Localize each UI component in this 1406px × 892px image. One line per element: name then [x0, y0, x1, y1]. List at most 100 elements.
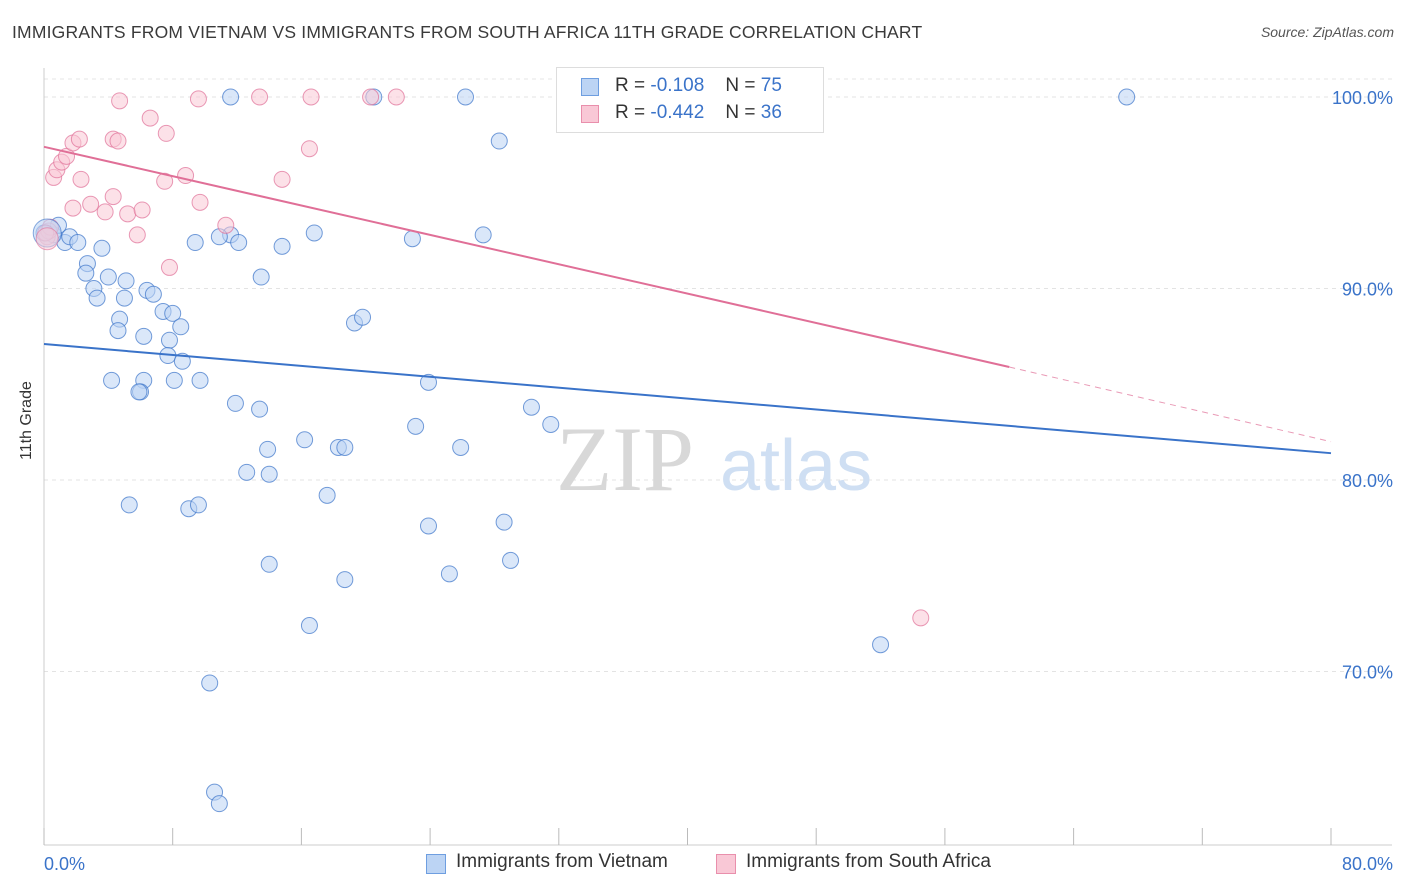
point-vietnam — [130, 383, 148, 401]
point-vietnam — [77, 264, 95, 282]
point-vietnam — [172, 318, 190, 336]
points-layer — [32, 88, 1136, 813]
point-vietnam — [474, 226, 492, 244]
point-south-africa — [912, 609, 930, 627]
point-vietnam — [226, 394, 244, 412]
point-vietnam — [354, 308, 372, 326]
point-south-africa — [72, 170, 90, 188]
point-vietnam — [273, 237, 291, 255]
grid-layer — [44, 78, 1392, 672]
bottom-legend-label-vietnam: Immigrants from Vietnam — [456, 851, 668, 872]
point-vietnam — [115, 289, 133, 307]
point-vietnam — [872, 636, 890, 654]
point-south-africa — [128, 226, 146, 244]
point-vietnam — [99, 268, 117, 286]
point-south-africa — [273, 170, 291, 188]
point-south-africa — [133, 201, 151, 219]
point-vietnam — [452, 438, 470, 456]
point-vietnam — [260, 555, 278, 573]
point-vietnam — [230, 234, 248, 252]
point-south-africa — [300, 140, 318, 158]
legend-n-value-south-africa: 36 — [760, 102, 782, 123]
point-vietnam — [336, 438, 354, 456]
legend-r-label: R = — [615, 75, 646, 96]
point-vietnam — [260, 465, 278, 483]
bottom-legend-label-south-africa: Immigrants from South Africa — [746, 851, 991, 872]
y-tick-label: 80.0% — [1342, 471, 1393, 491]
trendline-south-africa — [43, 145, 1010, 368]
point-south-africa — [119, 205, 137, 223]
point-vietnam — [407, 417, 425, 435]
point-vietnam — [252, 268, 270, 286]
point-vietnam — [502, 551, 520, 569]
point-vietnam — [117, 272, 135, 290]
y-tick-label: 70.0% — [1342, 663, 1393, 683]
point-vietnam — [144, 285, 162, 303]
point-vietnam — [103, 371, 121, 389]
x-tick-label: 0.0% — [44, 854, 85, 874]
legend-r-label: R = — [615, 102, 646, 123]
legend-swatch-south-africa — [581, 105, 599, 123]
axis-layer — [43, 68, 1392, 846]
point-vietnam — [490, 132, 508, 150]
bottom-legend-swatch-vietnam — [426, 854, 446, 874]
point-south-africa — [104, 188, 122, 206]
point-vietnam — [186, 234, 204, 252]
point-vietnam — [419, 517, 437, 535]
point-south-africa — [387, 88, 405, 106]
legend-n-label: N = — [725, 75, 756, 96]
point-vietnam — [336, 571, 354, 589]
point-vietnam — [495, 513, 513, 531]
point-south-africa — [96, 203, 114, 221]
point-south-africa — [251, 88, 269, 106]
point-vietnam — [542, 415, 560, 433]
y-tick-label: 100.0% — [1332, 88, 1393, 108]
point-vietnam — [164, 304, 182, 322]
point-south-africa — [160, 258, 178, 276]
point-south-africa-cluster — [35, 227, 59, 251]
watermark: ZIP atlas — [556, 408, 872, 510]
point-vietnam — [69, 234, 87, 252]
point-vietnam — [109, 322, 127, 340]
point-vietnam — [259, 440, 277, 458]
point-vietnam — [419, 373, 437, 391]
tick-label-layer: 100.0% 90.0% 80.0% 70.0% 0.0% 80.0% — [44, 88, 1393, 874]
legend-n-value-vietnam: 75 — [760, 75, 782, 96]
point-south-africa — [82, 195, 100, 213]
x-tick-label: 80.0% — [1342, 854, 1393, 874]
point-south-africa — [191, 193, 209, 211]
source-label: Source: ZipAtlas.com — [1260, 24, 1394, 40]
point-vietnam — [238, 463, 256, 481]
legend-r-value-south-africa: -0.442 — [650, 102, 705, 123]
point-south-africa — [141, 109, 159, 127]
point-vietnam — [135, 327, 153, 345]
chart-title: IMMIGRANTS FROM VIETNAM VS IMMIGRANTS FR… — [12, 22, 923, 42]
point-south-africa — [156, 172, 174, 190]
point-vietnam — [251, 400, 269, 418]
watermark-atlas: atlas — [720, 426, 872, 506]
stats-legend: R = -0.108 N = 75 R = -0.442 N = 36 — [556, 67, 824, 133]
point-south-africa — [362, 88, 380, 106]
point-south-africa — [189, 90, 207, 108]
legend-r-value-vietnam: -0.108 — [650, 75, 705, 96]
watermark-zip: ZIP — [556, 408, 694, 510]
point-vietnam — [201, 674, 219, 692]
point-south-africa — [217, 216, 235, 234]
point-south-africa — [64, 199, 82, 217]
point-vietnam — [160, 331, 178, 349]
point-south-africa — [302, 88, 320, 106]
point-vietnam — [189, 496, 207, 514]
bottom-legend-swatch-south-africa — [716, 854, 736, 874]
point-south-africa — [109, 132, 127, 150]
trend-layer — [43, 145, 1332, 455]
point-vietnam — [210, 795, 228, 813]
point-vietnam — [305, 224, 323, 242]
point-vietnam — [93, 239, 111, 257]
legend-n-label: N = — [725, 102, 756, 123]
trendline-vietnam — [43, 343, 1332, 455]
point-vietnam — [173, 352, 191, 370]
point-vietnam — [318, 486, 336, 504]
point-south-africa — [70, 130, 88, 148]
point-vietnam — [120, 496, 138, 514]
